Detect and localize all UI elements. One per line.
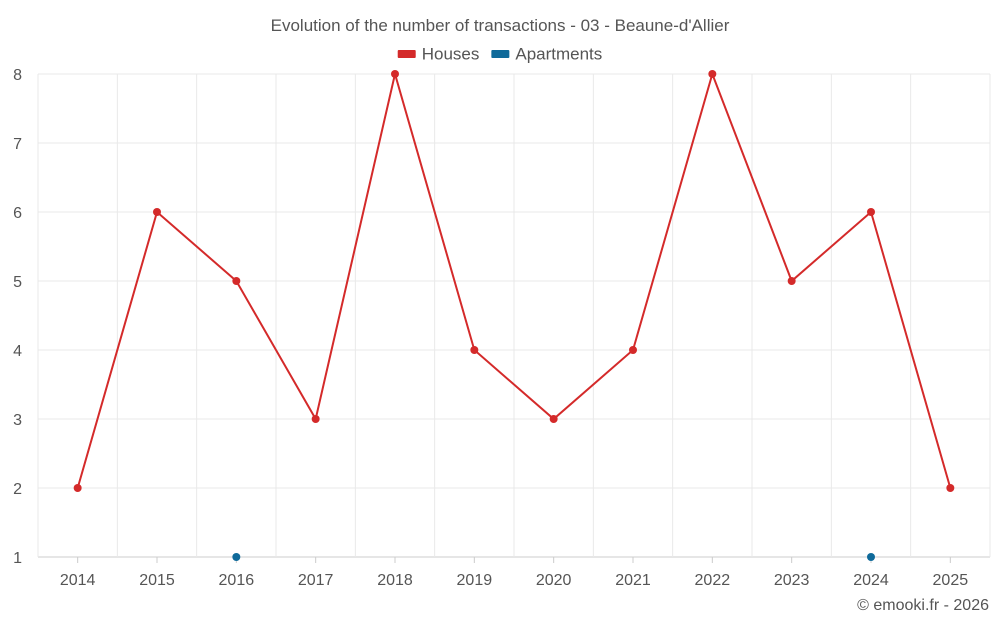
- grid-lines: [37, 73, 991, 558]
- series-line-houses: [76, 70, 952, 489]
- y-tick-label: 5: [13, 274, 22, 291]
- data-point-houses: [867, 208, 875, 216]
- legend-item-houses: Houses: [397, 44, 480, 63]
- data-point-houses: [391, 70, 399, 78]
- x-tick-label: 2017: [298, 572, 334, 589]
- data-point-houses: [787, 277, 796, 285]
- series-layer: [73, 70, 955, 561]
- data-point-apartments: [867, 553, 875, 561]
- legend: Houses Apartments: [397, 44, 602, 63]
- data-point-houses: [549, 415, 558, 423]
- x-tick-label: 2014: [60, 572, 96, 589]
- legend-swatch: [491, 50, 510, 58]
- y-tick-label: 3: [13, 412, 22, 429]
- x-tick-label: 2023: [774, 572, 810, 589]
- data-point-houses: [629, 346, 637, 354]
- legend-label: Houses: [422, 44, 480, 63]
- y-tick-label: 8: [13, 67, 22, 84]
- data-point-houses: [311, 415, 320, 423]
- y-tick-label: 2: [13, 481, 22, 498]
- y-tick-label: 1: [13, 550, 22, 567]
- data-point-houses: [470, 346, 479, 354]
- y-tick-label: 7: [13, 136, 22, 153]
- y-tick-label: 4: [13, 343, 22, 360]
- credit-text: © emooki.fr - 2026: [857, 597, 989, 614]
- x-tick-label: 2019: [457, 572, 493, 589]
- data-point-houses: [232, 277, 241, 285]
- data-point-apartments: [232, 553, 241, 561]
- chart-title: Evolution of the number of transactions …: [271, 16, 730, 35]
- x-tick-label: 2018: [377, 572, 413, 589]
- x-tick-label: 2015: [139, 572, 175, 589]
- x-tick-label: 2022: [695, 572, 731, 589]
- x-tick-label: 2024: [853, 572, 889, 589]
- y-tick-label: 6: [13, 205, 22, 222]
- x-tick-label: 2016: [219, 572, 255, 589]
- x-tick-label: 2021: [615, 572, 651, 589]
- legend-swatch: [397, 50, 416, 58]
- data-point-houses: [708, 70, 717, 78]
- data-point-houses: [73, 484, 82, 492]
- legend-label: Apartments: [515, 44, 602, 63]
- legend-item-apartments: Apartments: [491, 44, 602, 63]
- x-tick-label: 2020: [536, 572, 572, 589]
- x-tick-label: 2025: [933, 572, 969, 589]
- y-axis: 1 2 3 4 5 6 7 8: [13, 67, 22, 567]
- x-axis: 2014 2015 2016 2017 2018 2019 2020 2021 2022 2023…: [60, 557, 968, 589]
- data-point-houses: [946, 484, 955, 492]
- data-point-houses: [153, 208, 161, 216]
